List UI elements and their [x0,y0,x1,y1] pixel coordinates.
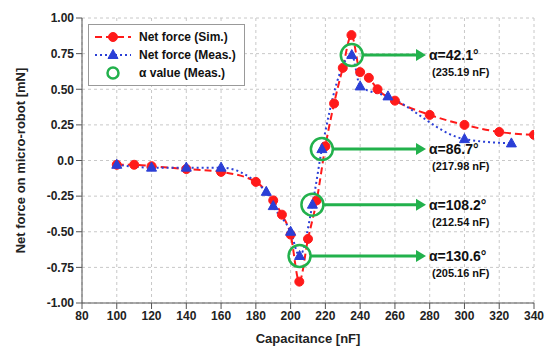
svg-text:(235.19 nF): (235.19 nF) [432,66,490,78]
svg-text:0.75: 0.75 [51,47,75,61]
svg-text:200: 200 [281,309,301,323]
svg-text:Net force on micro-robot [mN]: Net force on micro-robot [mN] [13,68,28,254]
svg-text:-0.25: -0.25 [47,189,75,203]
svg-text:260: 260 [385,309,405,323]
svg-text:-0.75: -0.75 [47,261,75,275]
svg-text:α=86.7°: α=86.7° [429,141,479,157]
svg-text:α=42.1°: α=42.1° [429,47,479,63]
svg-text:100: 100 [107,309,127,323]
svg-text:320: 320 [489,309,509,323]
svg-text:300: 300 [454,309,474,323]
svg-text:240: 240 [350,309,370,323]
svg-text:(217.98 nF): (217.98 nF) [432,160,490,172]
svg-text:1.00: 1.00 [51,11,75,25]
svg-text:80: 80 [75,309,89,323]
svg-text:120: 120 [142,309,162,323]
svg-text:280: 280 [420,309,440,323]
svg-text:-0.50: -0.50 [47,225,75,239]
svg-text:α=130.6°: α=130.6° [429,248,486,264]
svg-text:0.25: 0.25 [51,118,75,132]
svg-text:180: 180 [246,309,266,323]
svg-text:140: 140 [176,309,196,323]
svg-text:-1.00: -1.00 [47,296,75,310]
svg-text:0.50: 0.50 [51,83,75,97]
svg-text:(212.54 nF): (212.54 nF) [432,216,490,228]
html-text:Net force (Meas.): Net force (Meas.) [139,48,236,62]
svg-text:(205.16 nF): (205.16 nF) [432,267,490,279]
svg-text:160: 160 [211,309,231,323]
html-text:Net force (Sim.): Net force (Sim.) [139,30,228,44]
svg-text:0.0: 0.0 [57,154,74,168]
svg-text:Capacitance [nF]: Capacitance [nF] [256,331,361,346]
svg-text:220: 220 [315,309,335,323]
svg-text:340: 340 [524,309,544,323]
html-text:α value (Meas.): α value (Meas.) [139,66,226,80]
svg-text:α=108.2°: α=108.2° [429,197,486,213]
